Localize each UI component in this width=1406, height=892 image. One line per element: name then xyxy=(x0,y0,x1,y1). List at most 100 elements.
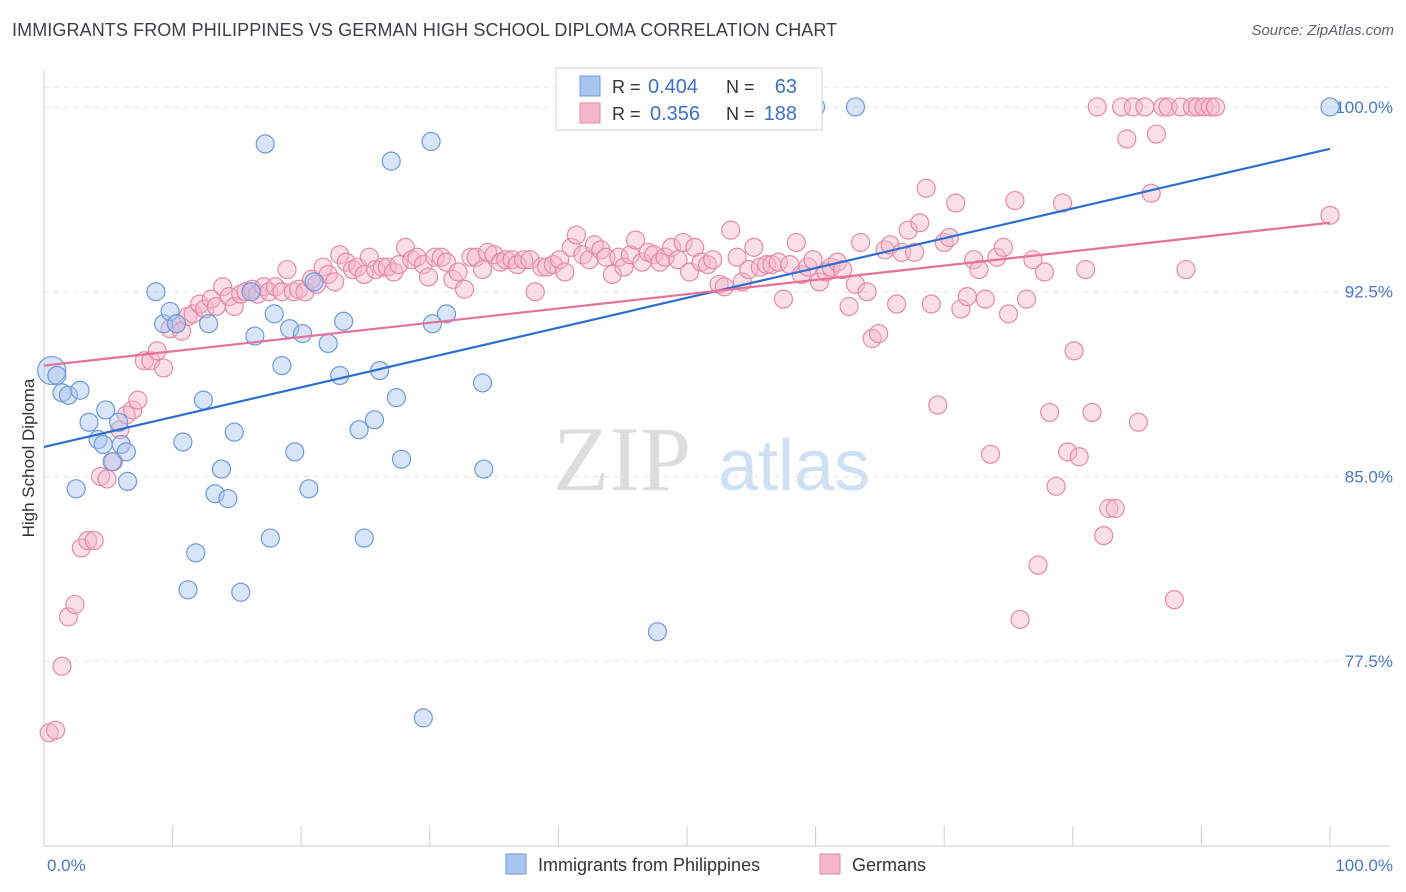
data-point xyxy=(391,449,412,469)
data-point xyxy=(532,257,552,277)
data-point xyxy=(70,380,90,400)
y-tick-label: 92.5% xyxy=(1345,283,1393,302)
data-point xyxy=(987,247,1007,267)
data-point xyxy=(116,405,136,425)
data-point xyxy=(265,277,286,297)
data-point xyxy=(304,272,324,292)
data-point xyxy=(108,412,129,432)
data-point xyxy=(839,296,859,317)
data-point xyxy=(472,259,493,280)
data-point xyxy=(980,444,1001,464)
data-point xyxy=(1164,590,1184,610)
data-point xyxy=(325,272,345,292)
stats-legend: R = 0.404 N = 63 R = 0.356 N = 188 xyxy=(555,67,823,131)
chart-source: Source: ZipAtlas.com xyxy=(1251,22,1394,39)
data-point xyxy=(421,131,441,152)
data-point xyxy=(97,469,117,489)
data-point xyxy=(561,237,581,257)
data-point xyxy=(292,323,313,344)
data-point xyxy=(773,289,794,309)
legend-label-germans: Germans xyxy=(852,855,926,875)
data-point xyxy=(1040,402,1060,423)
data-point xyxy=(193,390,214,410)
data-point xyxy=(703,250,723,270)
data-point xyxy=(1320,97,1340,117)
data-point xyxy=(372,257,392,277)
y-tick-label: 100.0% xyxy=(1335,98,1393,117)
data-point xyxy=(739,259,759,280)
data-point xyxy=(809,272,830,292)
data-point xyxy=(1194,97,1214,117)
data-point xyxy=(211,459,232,479)
data-point xyxy=(58,385,79,405)
data-point xyxy=(128,390,148,410)
trend-lines xyxy=(43,147,1331,448)
x-tick-label-start: 0.0% xyxy=(47,856,86,875)
data-point xyxy=(47,365,67,386)
stats-r-value-0: 0.404 xyxy=(648,76,698,98)
data-point xyxy=(123,400,143,420)
data-point xyxy=(272,356,292,376)
data-point xyxy=(584,235,605,255)
data-point xyxy=(178,306,198,326)
data-point xyxy=(116,442,136,462)
data-point xyxy=(869,323,889,344)
axes xyxy=(43,70,1390,847)
data-point xyxy=(1176,259,1196,280)
data-point xyxy=(1046,476,1066,496)
data-point xyxy=(998,304,1019,324)
data-point xyxy=(525,282,545,302)
data-point xyxy=(514,250,534,270)
data-point xyxy=(436,304,457,324)
data-point xyxy=(647,622,668,642)
data-point xyxy=(1052,193,1073,213)
data-point xyxy=(425,247,445,267)
data-point xyxy=(45,720,66,740)
data-point xyxy=(224,296,244,317)
data-point xyxy=(1135,97,1155,117)
data-point xyxy=(330,245,350,265)
data-point xyxy=(78,530,98,551)
data-point xyxy=(1016,289,1037,309)
data-point xyxy=(543,255,563,275)
data-point xyxy=(245,326,265,346)
data-point xyxy=(299,479,319,499)
data-point xyxy=(1087,97,1107,117)
data-point xyxy=(183,304,203,324)
data-point xyxy=(862,328,882,349)
trend-line xyxy=(43,147,1331,448)
data-point xyxy=(1058,442,1078,462)
data-point xyxy=(343,259,363,280)
legend-swatch-germans xyxy=(819,853,841,875)
data-point xyxy=(178,580,198,600)
data-point xyxy=(1146,124,1166,144)
data-point xyxy=(625,230,646,250)
data-point xyxy=(231,582,251,602)
legend-label-philippines: Immigrants from Philippines xyxy=(538,855,760,875)
data-point xyxy=(668,250,688,270)
data-point xyxy=(160,319,180,339)
data-point xyxy=(334,311,354,331)
data-point xyxy=(993,237,1013,257)
data-point xyxy=(969,259,989,280)
data-point xyxy=(1117,129,1137,149)
data-point xyxy=(1064,341,1084,361)
data-point xyxy=(186,543,206,563)
stats-n-value-1: 188 xyxy=(764,103,797,125)
data-point xyxy=(609,247,629,267)
data-point xyxy=(1005,190,1025,211)
data-point xyxy=(354,528,374,548)
data-point xyxy=(205,484,225,504)
data-point xyxy=(413,255,433,275)
data-point xyxy=(957,287,977,307)
x-tick-marks xyxy=(43,826,1331,846)
data-point xyxy=(602,264,623,285)
data-point xyxy=(66,479,86,499)
data-point xyxy=(386,388,406,408)
data-point xyxy=(1076,259,1096,280)
data-point xyxy=(1205,97,1226,117)
legend-swatch-philippines xyxy=(505,853,527,875)
data-point xyxy=(1010,609,1030,629)
data-point xyxy=(1123,97,1143,117)
